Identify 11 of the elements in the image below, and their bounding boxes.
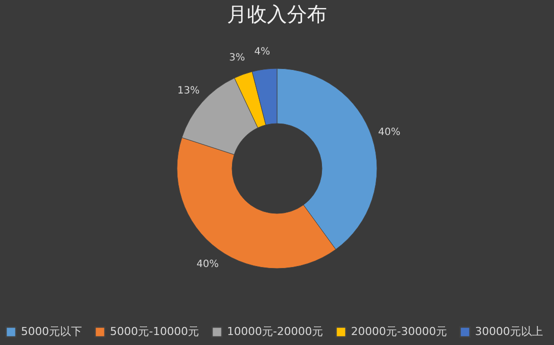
chart-title: 月收入分布: [227, 2, 327, 26]
data-label: 4%: [254, 46, 270, 58]
data-label: 13%: [177, 85, 200, 96]
legend-label: 10000元-20000元: [227, 325, 323, 338]
data-label: 40%: [196, 258, 219, 270]
legend-label: 5000元-10000元: [110, 325, 199, 338]
legend-label: 5000元以下: [21, 325, 82, 338]
legend-label: 30000元以上: [475, 325, 543, 338]
data-label: 3%: [229, 52, 245, 64]
data-label: 40%: [378, 127, 400, 138]
legend-label: 20000元-30000元: [351, 325, 447, 338]
